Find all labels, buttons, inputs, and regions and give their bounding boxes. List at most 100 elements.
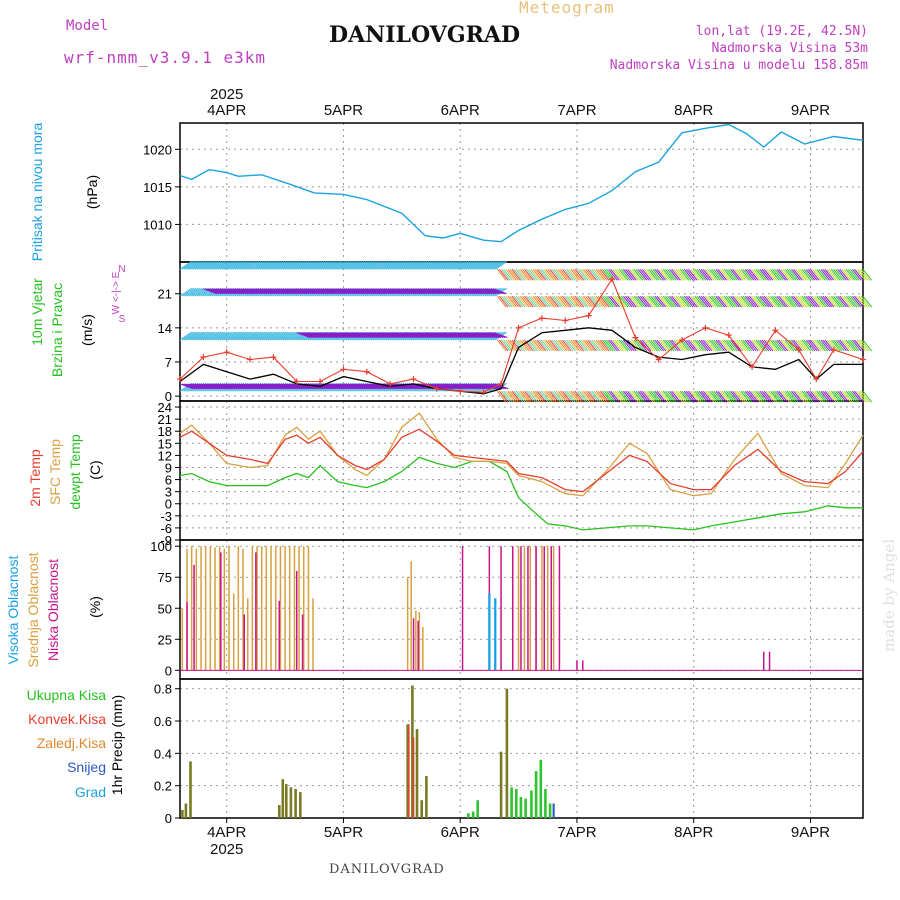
wind-barb — [300, 332, 315, 338]
wind-barb — [610, 295, 620, 308]
wind-barb — [433, 332, 447, 338]
cloud-bar-low — [768, 651, 771, 671]
wind-barb — [219, 288, 234, 295]
wind-barb — [459, 383, 473, 390]
wind-barb — [530, 390, 541, 403]
y-tick-label: 12 — [158, 448, 172, 463]
wind-barb — [620, 295, 631, 308]
wind-barb — [304, 288, 318, 295]
wind-barb — [221, 260, 234, 270]
wind-barb — [757, 269, 768, 281]
wind-barb — [816, 339, 826, 352]
wind-barb — [719, 269, 730, 281]
precip-bar-total — [411, 685, 414, 818]
wind-barb — [259, 331, 272, 341]
wind-barb — [389, 332, 403, 338]
wind-barb — [244, 331, 257, 341]
wind-barb — [463, 383, 478, 390]
wind-barb — [222, 288, 236, 295]
wind-barb — [599, 295, 610, 308]
wind-barb — [751, 269, 761, 281]
wind-barb — [538, 295, 549, 308]
wind-barb — [673, 390, 683, 403]
wind-barb — [431, 332, 445, 338]
wind-barb — [478, 288, 492, 295]
wind-barb — [183, 287, 197, 297]
precip-bar-green — [515, 788, 518, 818]
cloud-bar-mid — [270, 546, 272, 671]
wind-barb — [618, 269, 629, 281]
wind-barb — [742, 295, 753, 308]
wind-barb — [694, 269, 704, 281]
wind-barb — [301, 288, 316, 295]
wind-barb — [306, 288, 320, 295]
wind-barb — [709, 269, 719, 281]
wind-barb — [623, 269, 633, 281]
wind-barb — [709, 295, 719, 308]
wind-barb — [675, 390, 686, 403]
wind-barb — [471, 260, 484, 270]
cloud-bar-low — [220, 552, 222, 671]
wind-barb — [839, 269, 849, 281]
wind-barb — [361, 332, 376, 338]
wind-barb — [267, 331, 281, 341]
cloud-bar-mid — [233, 593, 235, 671]
wind-barb — [700, 390, 711, 403]
y-tick-label: 0 — [165, 811, 172, 826]
series-dewpoint-line — [179, 456, 863, 531]
wind-barb — [278, 383, 293, 390]
cloud-bar-mid — [529, 546, 531, 671]
wind-barb — [207, 383, 221, 390]
wind-barb — [757, 295, 768, 308]
wind-barb — [186, 383, 200, 390]
wind-barb — [202, 383, 217, 390]
wind-barb — [501, 295, 511, 308]
wind-barb — [715, 295, 725, 308]
wind-barb — [515, 295, 526, 308]
cloud-bar-low — [500, 546, 502, 671]
wind-barb — [862, 295, 873, 308]
wind-barb — [559, 339, 570, 352]
cloud-bar-mid — [406, 577, 409, 671]
wind-barb — [482, 288, 497, 295]
wind-barb — [852, 295, 862, 308]
wind-barb — [751, 339, 761, 352]
wind-barb — [276, 383, 290, 390]
wind-barb — [228, 383, 242, 390]
wind-barb — [425, 260, 438, 270]
wind-barb — [234, 288, 249, 295]
wind-barb — [316, 288, 331, 295]
wind-barb — [604, 295, 614, 308]
wind-barb — [230, 260, 243, 270]
wind-barb — [449, 332, 464, 338]
wind-barb — [576, 269, 587, 281]
wind-barb — [814, 390, 824, 403]
wind-barb — [314, 260, 327, 270]
wind-barb — [541, 390, 551, 403]
wind-barb — [501, 390, 511, 403]
wind-barb — [627, 269, 637, 281]
wind-barb — [810, 390, 820, 403]
wind-barb — [709, 390, 719, 403]
wind-barb — [352, 383, 366, 390]
wind-barb — [755, 269, 765, 281]
wind-barb — [765, 295, 776, 308]
wind-barb — [723, 269, 734, 281]
wind-barb — [852, 269, 862, 281]
wind-barb — [566, 269, 576, 281]
wind-barb — [755, 295, 765, 308]
wind-barb — [309, 332, 323, 338]
wind-barb — [728, 295, 738, 308]
wind-gust-marker — [608, 276, 615, 283]
wind-barb — [440, 383, 454, 390]
wind-barb — [444, 260, 457, 270]
wind-barb — [179, 383, 194, 390]
cloud-bar-low — [412, 618, 415, 671]
wind-barb — [517, 269, 528, 281]
wind-barb — [553, 295, 564, 308]
compass-south: S — [119, 314, 126, 325]
wind-barb — [422, 332, 437, 338]
wind-barb — [505, 390, 515, 403]
wind-barb — [644, 390, 654, 403]
wind-barb — [665, 295, 675, 308]
